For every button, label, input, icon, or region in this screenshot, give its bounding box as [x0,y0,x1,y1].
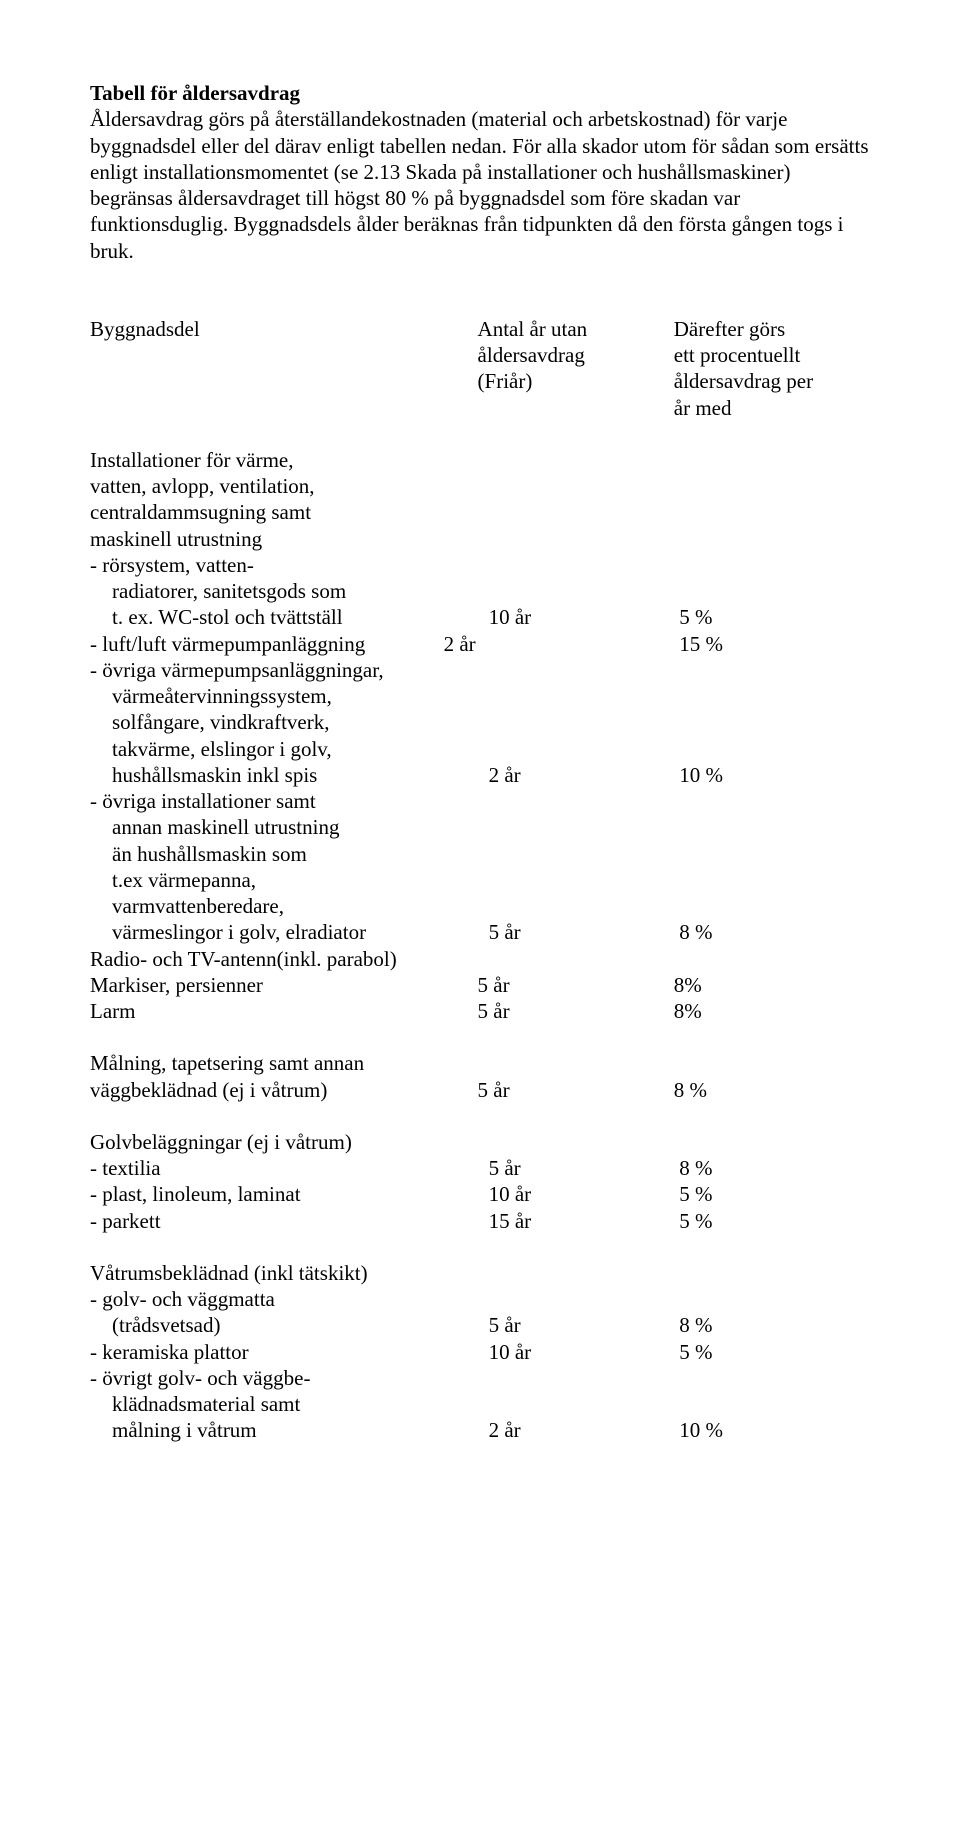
row-label: Larm [90,998,478,1024]
table-row: - övriga värmepumpsanläggningar, [90,657,870,683]
group-flooring: Golvbeläggningar (ej i våtrum) - textili… [90,1129,870,1234]
table-row: hushållsmaskin inkl spis 2 år 10 % [90,762,870,788]
table-row: takvärme, elslingor i golv, [90,736,870,762]
group-wetroom: Våtrumsbeklädnad (inkl tätskikt) - golv-… [90,1260,870,1444]
header-col2-l2: åldersavdrag [478,342,674,368]
table-row: värmeåtervinningssystem, [90,683,870,709]
table-row: än hushållsmaskin som [90,841,870,867]
table-row: - luft/luft värmepumpanläggning 2 år 15 … [90,631,870,657]
row-label: Markiser, persienner [90,972,478,998]
row-years: 5 år [478,998,674,1024]
g1-heading-l4: maskinell utrustning [90,526,870,552]
row-percent: 5 % [679,1208,870,1234]
row-years: 5 år [489,1155,680,1181]
row-percent: 8 % [679,1155,870,1181]
table-header: Byggnadsdel Antal år utan åldersavdrag (… [90,316,870,421]
table-row: - parkett 15 år 5 % [90,1208,870,1234]
row-label: - keramiska plattor [90,1339,489,1365]
table-row: - övrigt golv- och väggbe- [90,1365,870,1391]
table-row: - plast, linoleum, laminat 10 år 5 % [90,1181,870,1207]
row-label: - parkett [90,1208,489,1234]
row-label: värmeslingor i golv, elradiator [90,919,489,945]
row-label: - plast, linoleum, laminat [90,1181,489,1207]
table-row: radiatorer, sanitetsgods som [90,578,870,604]
table-row: - rörsystem, vatten- [90,552,870,578]
row-percent: 10 % [679,1417,870,1443]
table-row: Larm 5 år 8% [90,998,870,1024]
row-years: 5 år [478,1077,674,1103]
row-years: 5 år [489,919,680,945]
row-percent: 8% [674,998,870,1024]
table-row: - golv- och väggmatta [90,1286,870,1312]
table-row: (trådsvetsad) 5 år 8 % [90,1312,870,1338]
table-row: målning i våtrum 2 år 10 % [90,1417,870,1443]
table-row: Markiser, persienner 5 år 8% [90,972,870,998]
row-label: - textilia [90,1155,489,1181]
group-installations: Installationer för värme, vatten, avlopp… [90,447,870,1025]
table-row: t.ex värmepanna, [90,867,870,893]
row-label: t. ex. WC-stol och tvättställ [90,604,489,630]
row-percent: 8% [674,972,870,998]
row-years: 5 år [478,972,674,998]
g1-heading-l3: centraldammsugning samt [90,499,870,525]
header-col2-l1: Antal år utan [478,316,674,342]
header-col1: Byggnadsdel [90,316,478,342]
row-percent: 15 % [679,631,870,657]
header-col3-l4: år med [674,395,870,421]
row-years: 10 år [489,604,680,630]
g3-heading: Golvbeläggningar (ej i våtrum) [90,1129,870,1155]
row-percent: 10 % [679,762,870,788]
g2-heading-l1: Målning, tapetsering samt annan [90,1050,870,1076]
header-col3-l2: ett procentuellt [674,342,870,368]
table-row: solfångare, vindkraftverk, [90,709,870,735]
table-row: - textilia 5 år 8 % [90,1155,870,1181]
row-label: målning i våtrum [90,1417,489,1443]
table-row: t. ex. WC-stol och tvättställ 10 år 5 % [90,604,870,630]
table-row: - övriga installationer samt [90,788,870,814]
g4-heading: Våtrumsbeklädnad (inkl tätskikt) [90,1260,870,1286]
table-row: Radio- och TV-antenn(inkl. parabol) [90,946,870,972]
row-years: 5 år [489,1312,680,1338]
row-years: 10 år [489,1181,680,1207]
table-row: väggbeklädnad (ej i våtrum) 5 år 8 % [90,1077,870,1103]
row-percent: 5 % [679,604,870,630]
row-label: hushållsmaskin inkl spis [90,762,489,788]
row-years: 15 år [489,1208,680,1234]
table-row: - keramiska plattor 10 år 5 % [90,1339,870,1365]
header-col3-l3: åldersavdrag per [674,368,870,394]
table-row: värmeslingor i golv, elradiator 5 år 8 % [90,919,870,945]
page-title: Tabell för åldersavdrag [90,80,870,106]
intro-paragraph: Åldersavdrag görs på återställandekostna… [90,106,870,264]
row-percent: 8 % [674,1077,870,1103]
row-percent: 5 % [679,1339,870,1365]
header-col2-l3: (Friår) [478,368,674,394]
row-years: 2 år [489,1417,680,1443]
row-percent: 5 % [679,1181,870,1207]
row-percent: 8 % [679,1312,870,1338]
row-label: väggbeklädnad (ej i våtrum) [90,1077,478,1103]
row-percent: 8 % [679,919,870,945]
group-painting: Målning, tapetsering samt annan väggbekl… [90,1050,870,1103]
row-label: - luft/luft värmepumpanläggning [90,631,489,657]
table-row: klädnadsmaterial samt [90,1391,870,1417]
row-label: (trådsvetsad) [90,1312,489,1338]
table-row: annan maskinell utrustning [90,814,870,840]
g1-heading-l1: Installationer för värme, [90,447,870,473]
table-row: varmvattenberedare, [90,893,870,919]
row-years: 10 år [489,1339,680,1365]
g1-heading-l2: vatten, avlopp, ventilation, [90,473,870,499]
header-col3-l1: Därefter görs [674,316,870,342]
row-years: 2 år [444,631,635,657]
row-years: 2 år [489,762,680,788]
